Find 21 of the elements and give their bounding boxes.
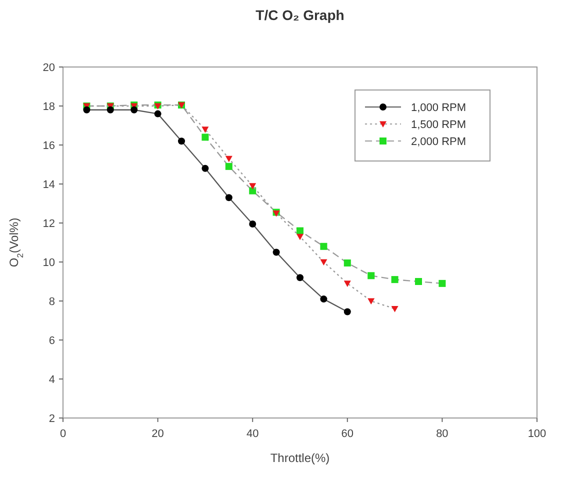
x-axis-title: Throttle(%) <box>270 451 330 465</box>
x-tick-label: 60 <box>341 428 354 440</box>
legend-label: 2,000 RPM <box>411 136 466 148</box>
y-tick-label: 10 <box>42 257 55 269</box>
x-tick-label: 20 <box>152 428 164 440</box>
y-tick-label: 4 <box>48 374 55 386</box>
y-tick-label: 14 <box>42 179 55 191</box>
y-tick-label: 6 <box>48 335 55 347</box>
y-tick-label: 16 <box>42 140 55 152</box>
y-tick-label: 8 <box>48 296 55 308</box>
x-tick-label: 0 <box>60 428 66 440</box>
x-tick-label: 40 <box>246 428 259 440</box>
legend-label: 1,000 RPM <box>411 102 466 114</box>
y-tick-label: 2 <box>48 413 55 425</box>
chart-title: T/C O₂ Graph <box>256 7 344 23</box>
x-tick-label: 80 <box>436 428 448 440</box>
y-tick-label: 20 <box>42 62 55 74</box>
legend-label: 1,500 RPM <box>411 119 466 131</box>
y-tick-label: 12 <box>42 218 55 230</box>
y-tick-label: 18 <box>42 101 55 113</box>
x-tick-label: 100 <box>528 428 546 440</box>
